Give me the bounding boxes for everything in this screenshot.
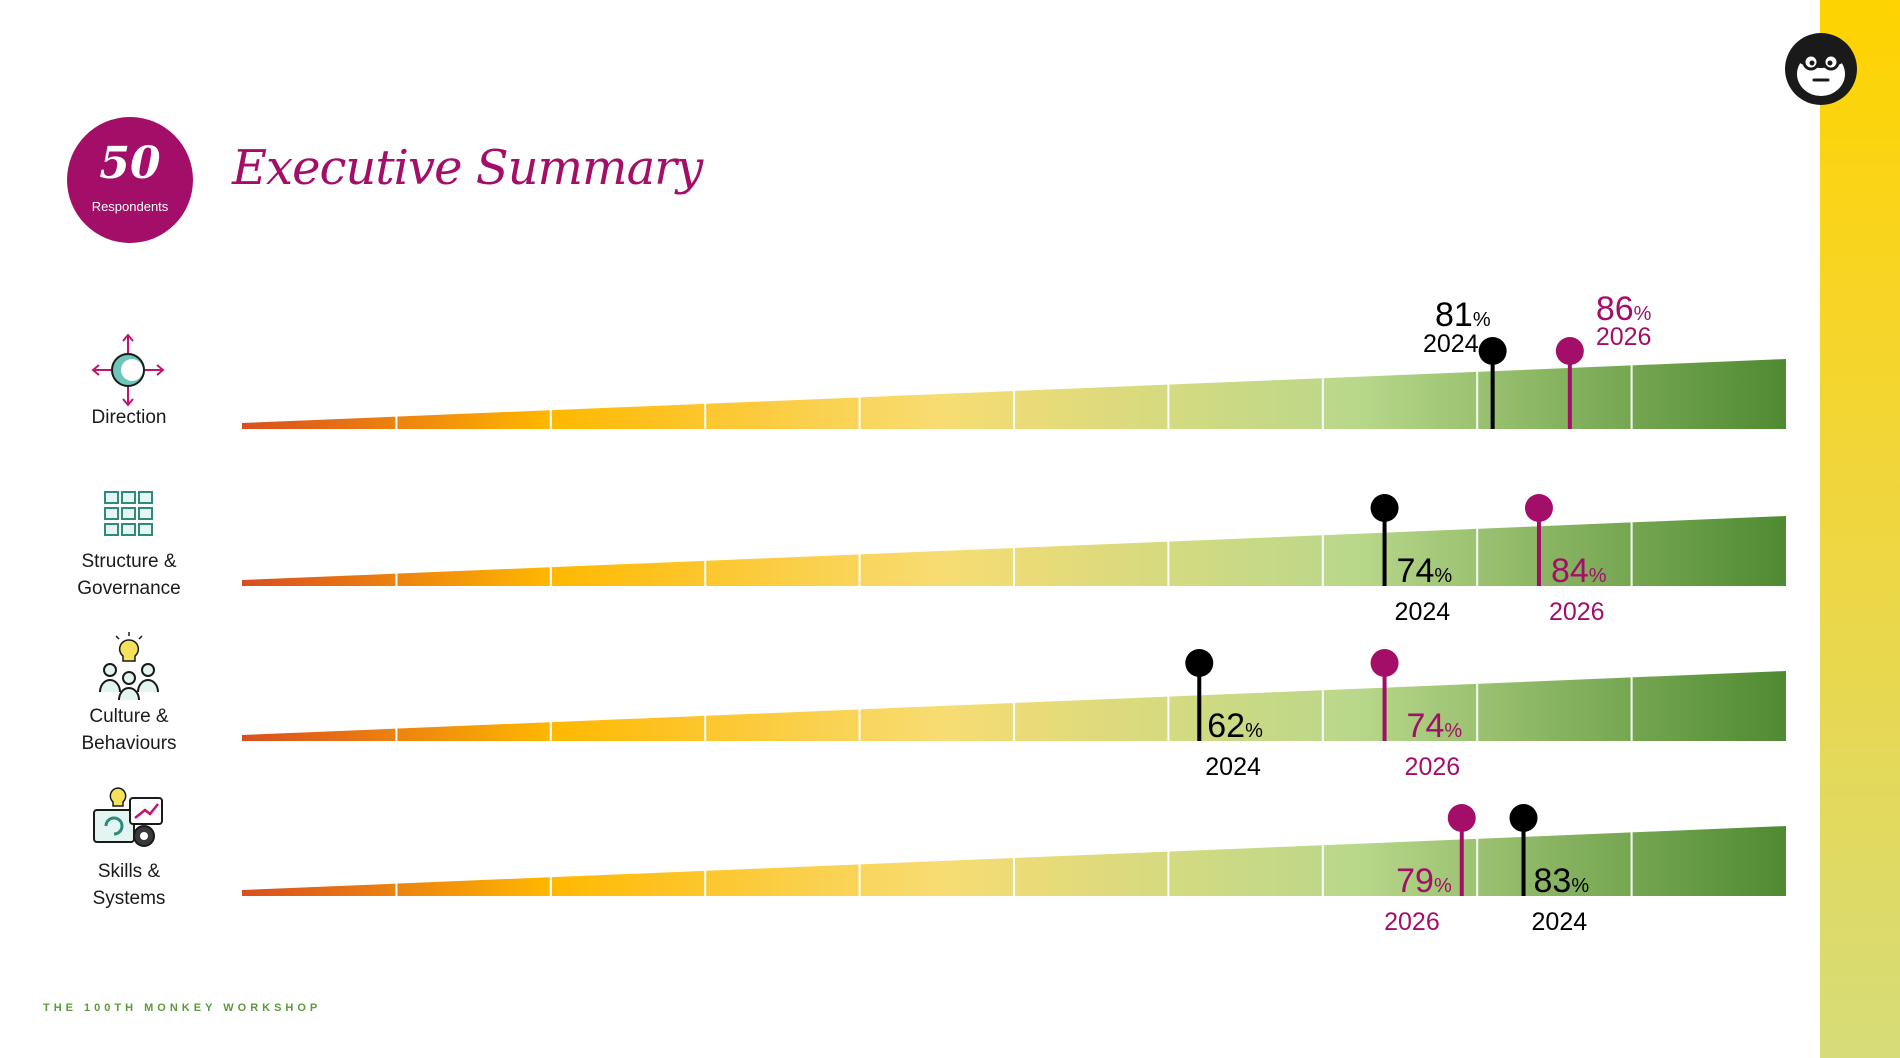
progress-chart: 81%202486%202674%202484%202662%202474%20… — [242, 290, 1786, 936]
year-label-2026-row-2: 2026 — [1549, 598, 1605, 626]
marker-head-2026-row-2 — [1524, 494, 1553, 522]
skills-systems-icon — [93, 787, 163, 847]
page-title: Executive Summary — [232, 140, 703, 196]
value-label-2026-row-2: 84% — [1551, 552, 1607, 590]
year-label-2024-row-2: 2024 — [1395, 598, 1451, 626]
monkey-logo-icon — [1785, 33, 1857, 105]
marker-head-2026-row-1 — [1555, 337, 1584, 365]
year-label-2024-row-4: 2024 — [1532, 908, 1588, 936]
value-label-2026-row-1: 86% — [1596, 290, 1652, 328]
year-label-2026-row-3: 2026 — [1405, 753, 1461, 781]
marker-head-2024-row-3 — [1185, 649, 1214, 677]
category-label-structure-governance: Structure & Governance — [77, 551, 181, 599]
year-label-2024-row-3: 2024 — [1205, 753, 1261, 781]
respondents-count: 50 — [99, 138, 161, 189]
value-label-2026-row-3: 74% — [1407, 707, 1463, 745]
value-label-2024-row-4: 83% — [1534, 862, 1590, 900]
compass-arrows-icon — [91, 333, 165, 407]
value-label-2024-row-1: 81% — [1435, 296, 1491, 334]
year-label-2024-row-1: 2024 — [1423, 330, 1479, 358]
category-label-skills-systems: Skills & Systems — [92, 861, 166, 909]
side-stripe — [1820, 0, 1900, 1058]
marker-head-2026-row-3 — [1370, 649, 1399, 677]
footer-brand: THE 100TH MONKEY WORKSHOP — [43, 1002, 322, 1014]
marker-head-2026-row-4 — [1447, 804, 1476, 832]
marker-head-2024-row-2 — [1370, 494, 1399, 522]
value-label-2026-row-4: 79% — [1396, 862, 1452, 900]
category-label-direction: Direction — [91, 407, 167, 428]
marker-head-2024-row-4 — [1509, 804, 1538, 832]
category-label-culture-behaviours: Culture & Behaviours — [81, 706, 177, 754]
value-label-2024-row-3: 62% — [1207, 707, 1263, 745]
year-label-2026-row-4: 2026 — [1384, 908, 1440, 936]
year-label-2026-row-1: 2026 — [1596, 323, 1652, 351]
people-lightbulb-icon — [99, 632, 159, 701]
grid-blocks-icon — [104, 491, 153, 536]
respondents-badge: 50 Respondents — [67, 117, 193, 243]
marker-head-2024-row-1 — [1478, 337, 1507, 365]
respondents-label: Respondents — [91, 199, 169, 214]
value-label-2024-row-2: 74% — [1397, 552, 1453, 590]
